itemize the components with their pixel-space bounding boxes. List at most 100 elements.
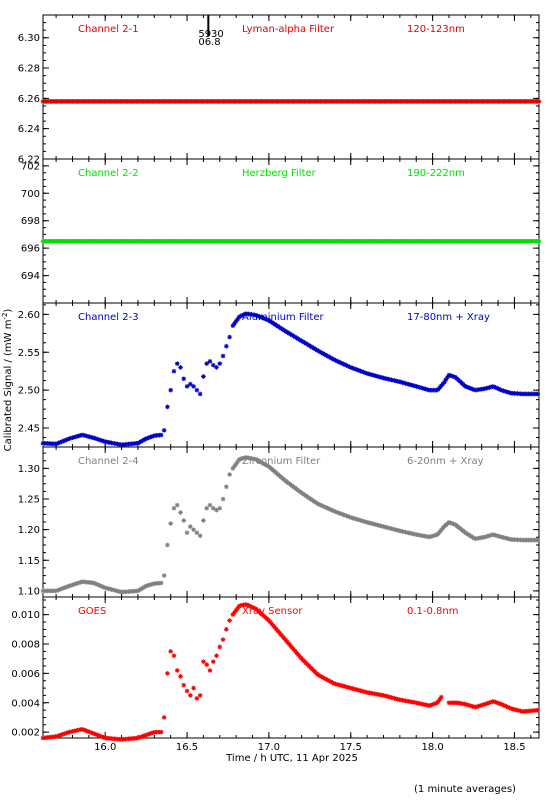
data-point	[482, 701, 488, 707]
data-point	[491, 384, 497, 390]
band-label: 0.1-0.8nm	[407, 606, 459, 617]
data-point	[258, 314, 264, 320]
data-point	[438, 383, 444, 389]
y-tick-label: 0.004	[11, 698, 40, 709]
data-point	[320, 675, 326, 680]
y-tick-label: 6.26	[18, 94, 40, 105]
data-point	[184, 688, 190, 694]
data-point	[323, 505, 329, 510]
data-point	[143, 583, 148, 589]
data-point	[99, 734, 105, 740]
data-point	[194, 696, 200, 701]
data-point	[236, 603, 242, 609]
data-point	[135, 440, 141, 446]
data-point	[197, 391, 203, 397]
y-tick-label: 2.55	[18, 348, 40, 359]
data-point	[241, 312, 247, 317]
data-series-1	[40, 99, 542, 104]
data-point	[274, 626, 279, 632]
data-point	[88, 730, 94, 735]
data-point	[171, 505, 177, 511]
data-point	[322, 504, 327, 510]
data-point	[535, 707, 540, 713]
data-point	[345, 363, 351, 369]
data-point	[471, 535, 477, 541]
y-axis-title-close: )	[3, 309, 14, 313]
data-point	[99, 584, 105, 589]
data-point	[435, 531, 441, 537]
data-point	[60, 731, 66, 737]
data-point	[362, 370, 368, 376]
data-series-1	[40, 579, 164, 595]
data-point	[337, 511, 343, 516]
data-point	[141, 733, 147, 739]
data-point	[56, 587, 61, 593]
data-point	[99, 438, 105, 443]
data-point	[93, 436, 99, 441]
data-point	[93, 732, 99, 737]
data-point	[174, 502, 180, 508]
data-point	[194, 387, 200, 393]
data-point	[87, 729, 92, 735]
data-point	[57, 587, 63, 592]
panel-frame	[42, 158, 540, 304]
data-point	[347, 364, 352, 370]
filter-label: Lyman-alpha Filter	[242, 24, 335, 35]
data-point	[294, 650, 299, 656]
footnote: (1 minute averages)	[414, 784, 516, 795]
data-point	[191, 384, 196, 389]
data-point	[238, 313, 243, 319]
data-point	[178, 510, 183, 515]
data-series-3	[230, 311, 540, 397]
data-point	[233, 319, 239, 324]
data-point	[184, 530, 190, 536]
data-point	[345, 514, 351, 519]
data-point	[327, 506, 332, 512]
panel-frame	[42, 14, 540, 160]
data-point	[331, 681, 337, 686]
data-point	[483, 701, 489, 707]
data-point	[434, 387, 439, 393]
data-point	[493, 385, 499, 390]
data-point	[93, 581, 99, 587]
data-point	[333, 509, 338, 515]
data-point	[264, 317, 270, 323]
data-point	[445, 374, 450, 380]
data-point	[191, 527, 196, 532]
data-point	[443, 377, 449, 382]
data-point	[435, 387, 441, 392]
data-point	[247, 603, 253, 609]
data-point	[348, 365, 354, 370]
data-point	[235, 316, 240, 322]
data-point	[246, 603, 251, 608]
data-point	[501, 702, 506, 708]
data-point	[207, 359, 213, 364]
data-point	[502, 703, 508, 709]
data-point	[56, 733, 61, 739]
data-point	[494, 700, 500, 706]
filter-label: Aluminium Filter	[242, 312, 325, 323]
data-point	[446, 520, 452, 525]
data-point	[194, 530, 200, 536]
data-point	[239, 313, 245, 318]
data-point	[224, 484, 229, 490]
data-point	[470, 386, 475, 392]
data-point	[351, 366, 357, 371]
data-point	[184, 384, 190, 389]
data-point	[64, 584, 69, 590]
data-point	[250, 605, 256, 610]
data-series-1	[40, 432, 164, 447]
data-point	[316, 672, 321, 678]
data-point	[341, 512, 346, 517]
data-point	[297, 654, 303, 659]
data-point	[59, 732, 64, 737]
data-point	[236, 457, 242, 463]
data-series-2	[161, 472, 232, 578]
y-tick-label: 6.22	[18, 155, 40, 166]
data-point	[325, 677, 331, 683]
data-point	[275, 628, 281, 634]
data-point	[344, 513, 349, 519]
data-point	[272, 625, 278, 630]
data-point	[214, 365, 219, 370]
data-point	[233, 608, 239, 613]
